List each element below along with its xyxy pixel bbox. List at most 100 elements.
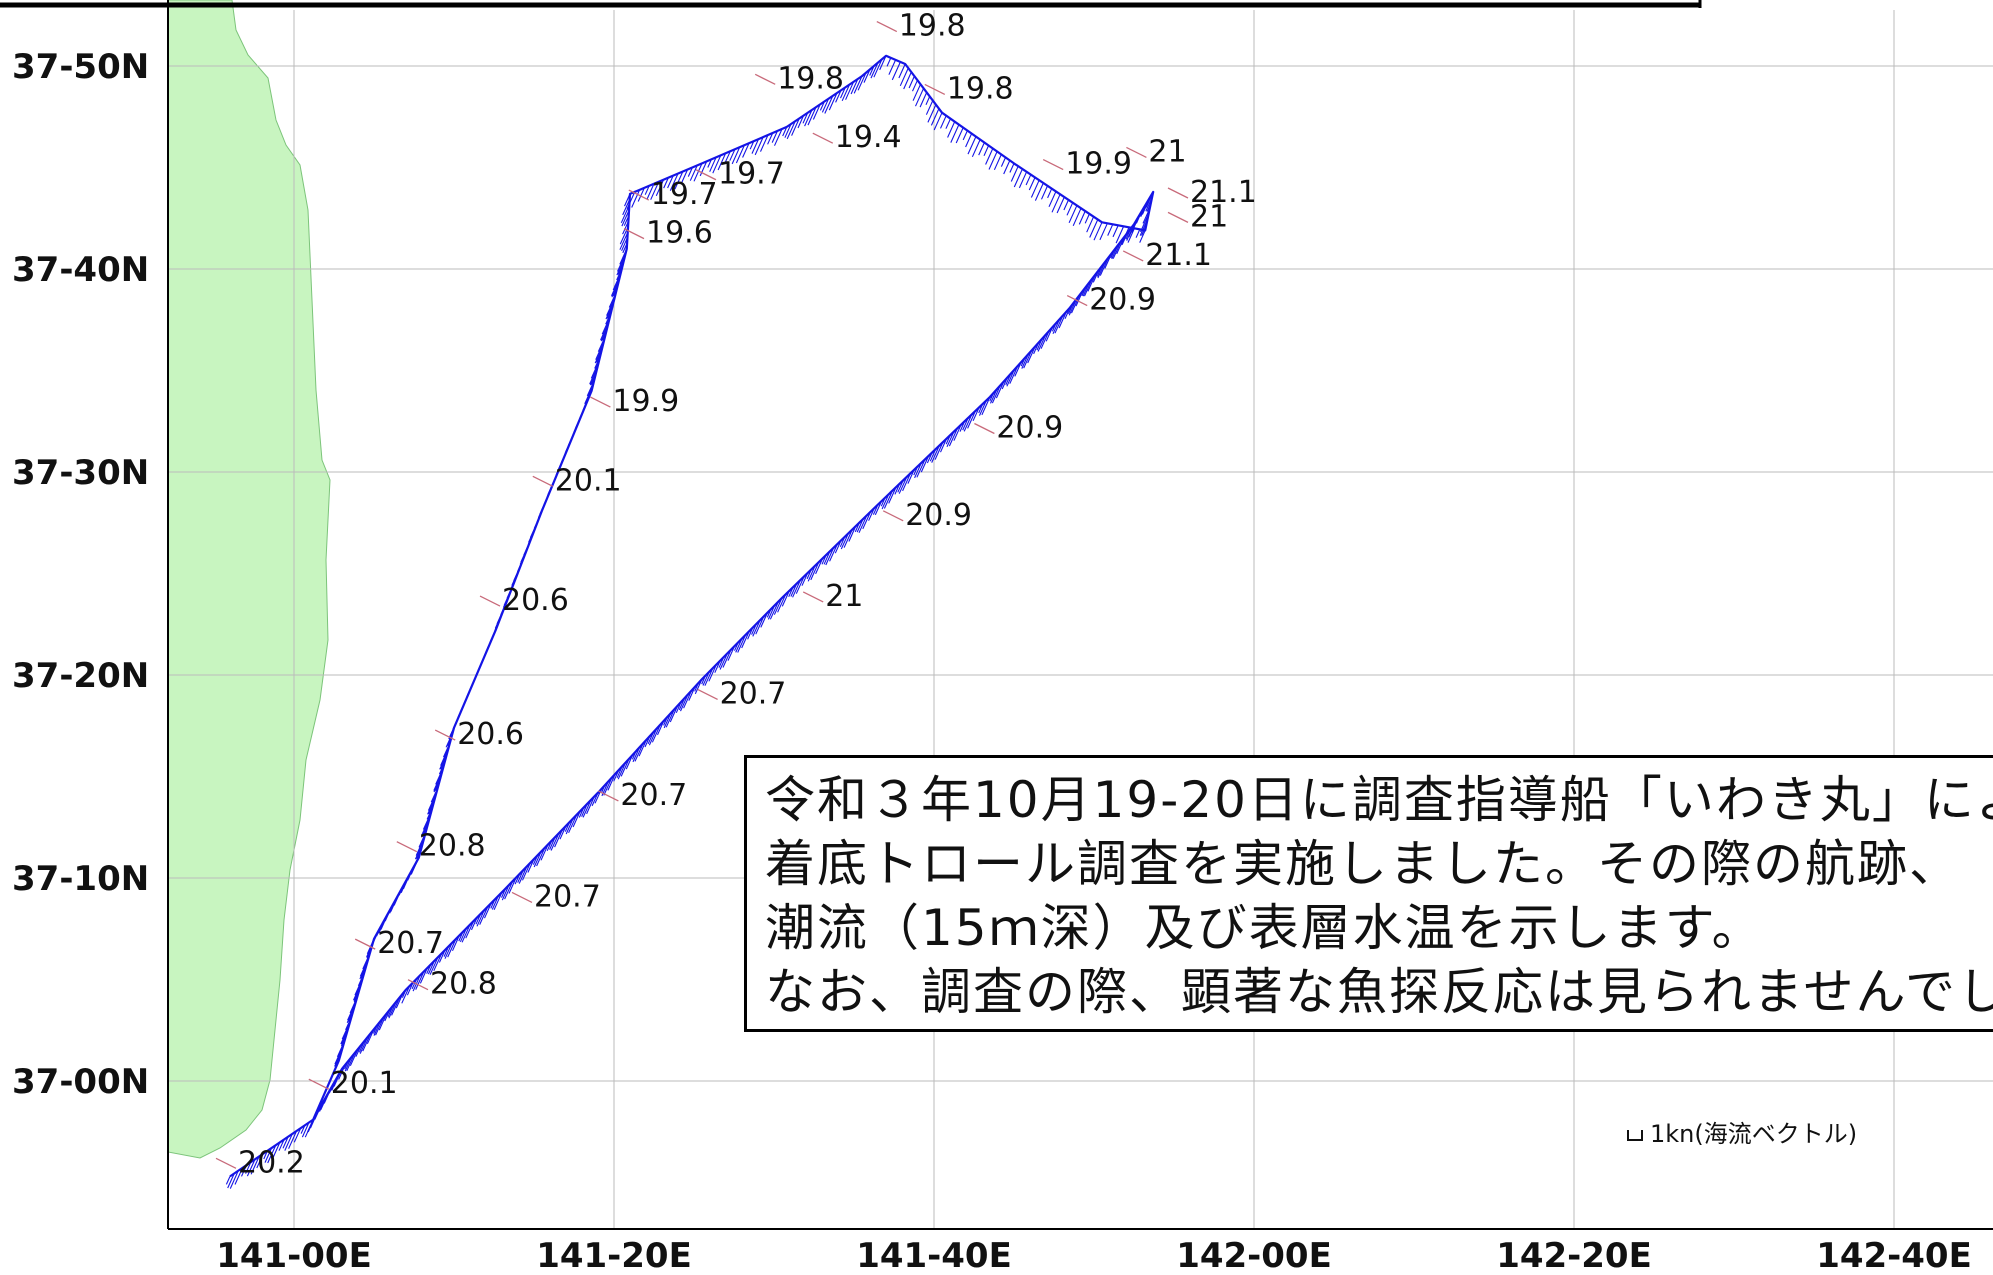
lon-label: 141-20E xyxy=(536,1236,692,1275)
current-scale-legend: 1kn(海流ベクトル) xyxy=(1627,1120,1857,1148)
current-vector xyxy=(1030,180,1040,198)
current-vector xyxy=(699,161,708,177)
current-vector xyxy=(246,1159,256,1177)
current-vector xyxy=(568,814,578,834)
current-vector xyxy=(925,96,931,106)
current-vector xyxy=(1003,160,1011,175)
current-vector xyxy=(709,157,717,172)
current-vector xyxy=(655,179,665,197)
wind-tick xyxy=(695,169,717,181)
current-vector xyxy=(983,145,990,157)
current-vector xyxy=(902,472,912,492)
current-vector xyxy=(981,396,991,416)
current-vector xyxy=(1013,168,1023,188)
current-vector xyxy=(465,920,475,939)
current-vector xyxy=(1010,165,1019,182)
current-vector xyxy=(751,138,760,154)
current-vector xyxy=(883,490,894,509)
current-vector xyxy=(888,59,897,75)
wind-tick xyxy=(308,1078,330,1090)
wind-tick xyxy=(479,595,501,607)
current-vector xyxy=(225,1176,231,1185)
temperature-label: 20.7 xyxy=(534,879,601,914)
current-vector xyxy=(914,88,925,107)
current-vector xyxy=(689,165,698,181)
current-vector xyxy=(1099,223,1108,241)
lat-label: 37-50N xyxy=(12,47,149,87)
current-vector xyxy=(250,1156,260,1175)
current-vector xyxy=(1028,177,1036,191)
current-vector xyxy=(687,167,693,177)
current-vector xyxy=(429,956,439,975)
current-vector xyxy=(737,634,747,653)
current-vector xyxy=(821,98,830,113)
current-vector xyxy=(644,185,650,195)
current-vector xyxy=(845,81,855,100)
current-vector xyxy=(264,1147,273,1163)
current-vector xyxy=(754,136,764,156)
current-vector xyxy=(461,924,471,943)
note-line-4: なお、調査の際、顕著な魚探反応は見られませんでし xyxy=(765,963,1993,1021)
note-line-2: 着底トロール調査を実施しました。その際の航跡、 xyxy=(765,835,1961,893)
current-vector xyxy=(415,971,425,990)
current-vector xyxy=(771,130,778,143)
current-vector xyxy=(903,71,912,90)
current-vector xyxy=(824,95,834,114)
current-vector xyxy=(674,171,684,190)
temperature-label: 19.7 xyxy=(651,177,718,212)
wind-tick xyxy=(628,189,650,201)
current-vector xyxy=(1009,163,1015,173)
current-vector xyxy=(663,177,669,189)
current-vector xyxy=(829,543,838,562)
current-vector xyxy=(825,547,835,566)
scale-bar-icon xyxy=(1627,1130,1643,1141)
current-vector xyxy=(908,75,915,89)
current-vector xyxy=(933,112,943,131)
current-vector xyxy=(810,561,820,581)
current-vector xyxy=(962,130,968,141)
current-vector xyxy=(870,62,879,79)
temperature-label: 20.6 xyxy=(502,583,569,618)
current-vector xyxy=(267,1144,277,1164)
current-vector xyxy=(873,58,883,78)
current-vector xyxy=(288,1130,298,1149)
temperature-label: 20.9 xyxy=(905,498,972,533)
temperature-label: 19.9 xyxy=(612,384,679,419)
current-vector xyxy=(717,153,727,171)
temperature-label: 20.7 xyxy=(720,676,787,711)
current-vector xyxy=(447,938,457,958)
current-vector xyxy=(769,601,779,620)
current-vector xyxy=(693,163,703,182)
wind-tick xyxy=(354,938,376,950)
wind-tick xyxy=(812,132,834,144)
temperature-label: 21 xyxy=(825,579,863,614)
current-vector xyxy=(1040,185,1049,200)
current-vector xyxy=(401,985,411,1004)
current-vector xyxy=(862,511,872,530)
current-vector xyxy=(786,121,796,140)
temperature-label: 20.7 xyxy=(377,926,444,961)
temperature-label: 19.8 xyxy=(777,61,844,96)
lat-label: 37-20N xyxy=(12,656,149,696)
current-vector xyxy=(850,78,859,95)
current-vector xyxy=(795,576,805,594)
current-vector xyxy=(898,63,906,79)
current-vector xyxy=(669,173,679,191)
current-vector xyxy=(229,1170,239,1189)
lon-label: 141-00E xyxy=(216,1236,372,1275)
current-vector xyxy=(835,89,842,103)
current-vector xyxy=(227,1173,235,1189)
current-vector xyxy=(853,75,863,94)
current-vector xyxy=(988,151,998,170)
wind-tick xyxy=(598,790,619,802)
note-line-1: 令和３年10月19-20日に調査指導船「いわき丸」によ xyxy=(765,771,1993,829)
wind-tick xyxy=(1126,146,1147,158)
current-vector xyxy=(646,183,655,200)
latitude-labels: 37-50N 37-40N 37-30N 37-20N 37-10N 37-00N xyxy=(12,47,149,1102)
current-vector xyxy=(843,529,853,548)
current-vector xyxy=(782,126,788,137)
current-vector xyxy=(920,455,930,473)
temperature-label: 19.9 xyxy=(1065,147,1132,182)
current-vector xyxy=(1063,199,1070,211)
